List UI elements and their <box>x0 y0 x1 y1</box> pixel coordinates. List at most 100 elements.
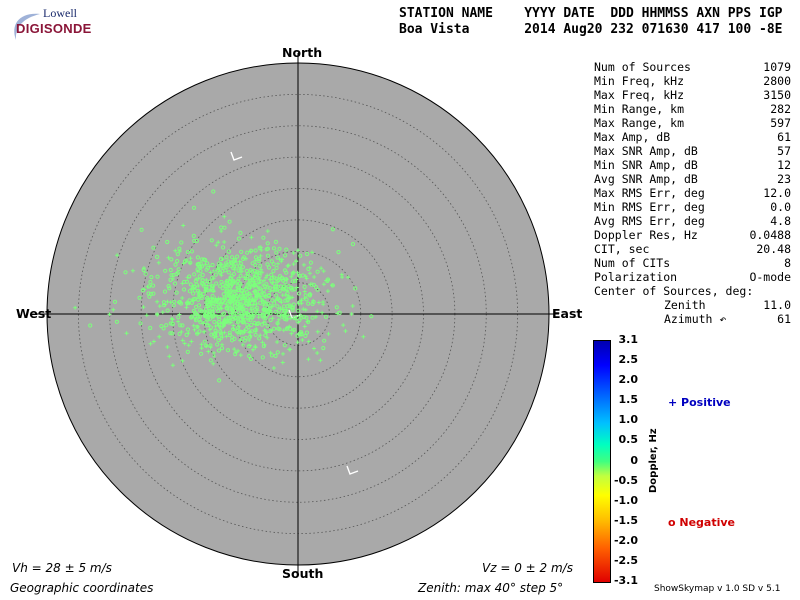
source-point <box>238 230 243 235</box>
source-point <box>224 279 229 284</box>
colorbar-tick-label: 1.0 <box>618 413 639 427</box>
source-point <box>200 272 205 278</box>
source-point <box>219 306 224 311</box>
source-point <box>208 270 213 275</box>
source-point <box>337 310 342 315</box>
source-point <box>294 285 299 290</box>
stat-row: Avg SNR Amp, dB 23 <box>594 172 791 186</box>
source-point <box>195 324 200 329</box>
source-point <box>310 250 314 255</box>
stat-value: 8 <box>784 256 791 270</box>
source-point <box>137 295 142 300</box>
colorbar-tick-label: 2.0 <box>618 373 639 387</box>
source-point <box>179 329 184 334</box>
direction-south: South <box>282 566 324 581</box>
stat-label: Avg RMS Err, deg <box>594 214 705 228</box>
source-point <box>168 321 173 326</box>
source-point <box>166 255 171 260</box>
stat-label: Max Range, km <box>594 116 685 130</box>
source-point <box>191 291 196 296</box>
source-point <box>273 285 278 290</box>
source-point <box>313 314 318 319</box>
source-point <box>149 275 154 280</box>
header-columns: STATION NAME YYYY DATE DDD HHMMSS AXN PP… <box>399 6 783 21</box>
source-point <box>198 320 203 325</box>
source-point <box>254 302 259 307</box>
source-point <box>245 322 250 327</box>
stat-row: Min Range, km 282 <box>594 102 791 116</box>
source-point <box>172 281 177 286</box>
source-point <box>155 254 160 259</box>
vertical-velocity: Vz = 0 ± 2 m/s <box>482 561 573 575</box>
source-point <box>290 305 295 310</box>
source-point <box>283 311 288 316</box>
source-point <box>199 346 204 351</box>
stat-row: Min RMS Err, deg 0.0 <box>594 200 791 214</box>
source-point <box>248 356 254 361</box>
stat-row: Max Range, km 597 <box>594 116 791 130</box>
source-point <box>180 358 185 363</box>
source-point <box>316 300 321 305</box>
source-point <box>269 259 274 264</box>
source-point <box>220 282 225 287</box>
source-point <box>237 263 243 268</box>
source-point <box>203 320 208 325</box>
source-point <box>180 323 185 328</box>
source-point <box>245 292 250 297</box>
source-point <box>306 357 311 362</box>
source-point <box>283 298 288 303</box>
stat-label: Polarization <box>594 270 678 284</box>
source-point <box>212 319 217 324</box>
source-point <box>204 278 209 282</box>
source-point <box>148 279 153 285</box>
source-point <box>253 322 258 327</box>
source-point <box>280 360 285 365</box>
stat-label: Zenith <box>664 298 706 312</box>
source-point <box>326 331 331 336</box>
source-point <box>299 298 304 303</box>
source-point <box>202 329 207 334</box>
source-point <box>282 343 287 348</box>
source-point <box>225 292 229 297</box>
source-point <box>297 273 302 279</box>
source-point <box>220 286 225 291</box>
source-point <box>296 320 301 325</box>
stat-value: 61 <box>777 130 791 144</box>
source-point <box>350 304 355 308</box>
source-point <box>241 313 245 318</box>
source-point <box>251 289 256 294</box>
source-point <box>223 268 228 273</box>
source-point <box>199 309 204 314</box>
source-point <box>187 289 192 294</box>
source-point <box>303 274 308 279</box>
source-point <box>214 302 219 307</box>
source-point <box>189 339 194 344</box>
stat-value: 282 <box>770 102 791 116</box>
source-point <box>214 243 219 248</box>
source-point <box>147 294 152 299</box>
source-point <box>184 300 189 305</box>
source-point <box>144 313 149 318</box>
stat-label: Center of Sources, deg: <box>594 284 754 298</box>
source-point <box>284 247 289 252</box>
source-point <box>226 283 231 288</box>
colorbar-tick-label: 0 <box>630 453 638 467</box>
source-point <box>262 342 267 347</box>
source-point <box>207 327 212 332</box>
source-point <box>248 302 253 307</box>
source-point <box>296 301 301 306</box>
source-point <box>238 353 243 358</box>
stat-row: CIT, sec 20.48 <box>594 242 791 256</box>
source-point <box>233 259 238 264</box>
source-point <box>213 272 218 277</box>
source-point <box>235 254 240 259</box>
source-point <box>274 265 279 270</box>
source-point <box>151 283 156 288</box>
source-point <box>170 363 175 368</box>
source-point <box>232 267 237 272</box>
source-point <box>208 358 213 363</box>
source-point <box>261 287 266 292</box>
source-point <box>237 293 242 297</box>
stat-row: Max Amp, dB 61 <box>594 130 791 144</box>
source-point <box>157 304 162 309</box>
